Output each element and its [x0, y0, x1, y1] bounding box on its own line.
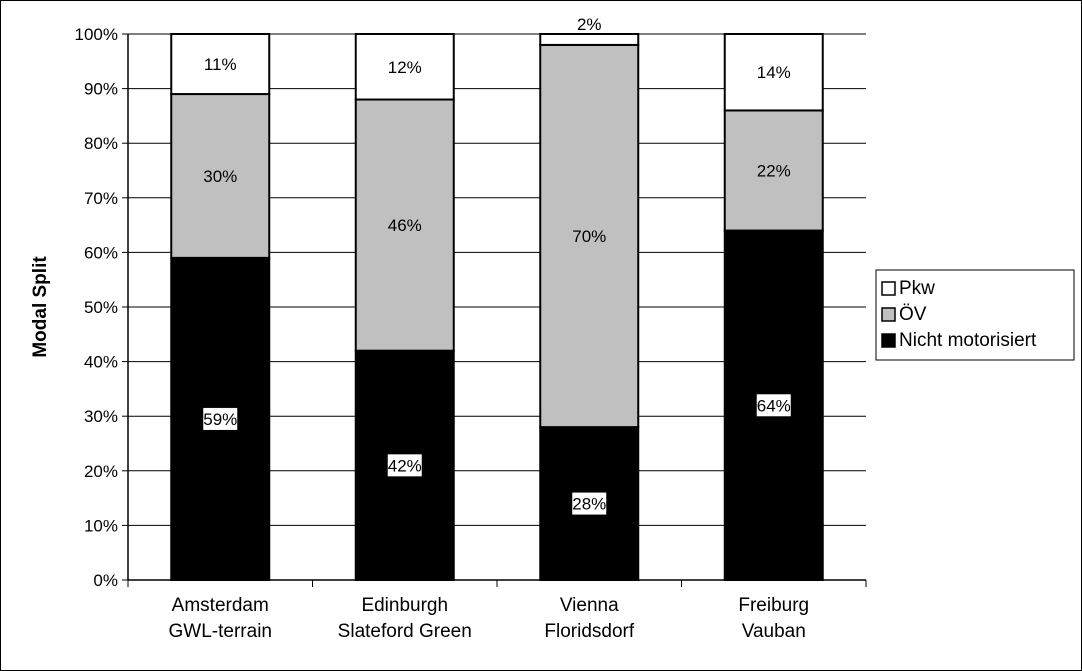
data-label: 11%: [204, 55, 237, 74]
y-axis-label: Modal Split: [30, 256, 51, 358]
x-category-label: GWL-terrain: [169, 621, 272, 642]
legend-swatch: [882, 282, 895, 295]
legend-swatch: [882, 334, 895, 347]
y-tick-label: 40%: [84, 353, 118, 372]
y-tick-label: 0%: [93, 571, 118, 590]
legend-entry: Pkw: [899, 278, 935, 299]
y-tick-label: 50%: [84, 298, 118, 317]
data-label: 30%: [203, 167, 237, 186]
data-label: 28%: [572, 495, 606, 514]
legend-entry: ÖV: [899, 304, 927, 325]
y-tick-label: 70%: [84, 189, 118, 208]
data-label: 2%: [577, 15, 602, 34]
y-tick-label: 10%: [84, 516, 118, 535]
data-label: 70%: [572, 227, 606, 246]
data-label: 22%: [757, 162, 791, 181]
x-category-label: Amsterdam: [172, 595, 269, 616]
x-category-label: Floridsdorf: [544, 621, 634, 642]
y-tick-label: 80%: [84, 134, 118, 153]
x-category-label: Edinburgh: [361, 595, 448, 616]
data-label: 59%: [203, 410, 237, 429]
data-label: 64%: [757, 396, 791, 415]
data-label: 46%: [388, 216, 422, 235]
bar-segment: [540, 34, 638, 45]
y-tick-label: 30%: [84, 407, 118, 426]
legend: Pkw ÖV Nicht motorisiert: [876, 270, 1074, 360]
data-labels: 59% 30% 11% 42% 46% 12% 28% 70% 2% 64% 22% 14%: [203, 15, 791, 515]
x-category-label: Vienna: [560, 595, 619, 616]
x-category-label: Freiburg: [738, 595, 809, 616]
y-tick-label: 20%: [84, 462, 118, 481]
x-category-label: Vauban: [742, 621, 806, 642]
x-category-label: Slateford Green: [338, 621, 472, 642]
data-label: 12%: [388, 58, 422, 77]
y-tick-label: 60%: [84, 243, 118, 262]
legend-swatch: [882, 308, 895, 321]
y-tick-label: 90%: [84, 80, 118, 99]
data-label: 14%: [757, 63, 791, 82]
data-label: 42%: [388, 456, 422, 475]
legend-entry: Nicht motorisiert: [899, 330, 1037, 351]
y-tick-label: 100%: [75, 25, 118, 44]
